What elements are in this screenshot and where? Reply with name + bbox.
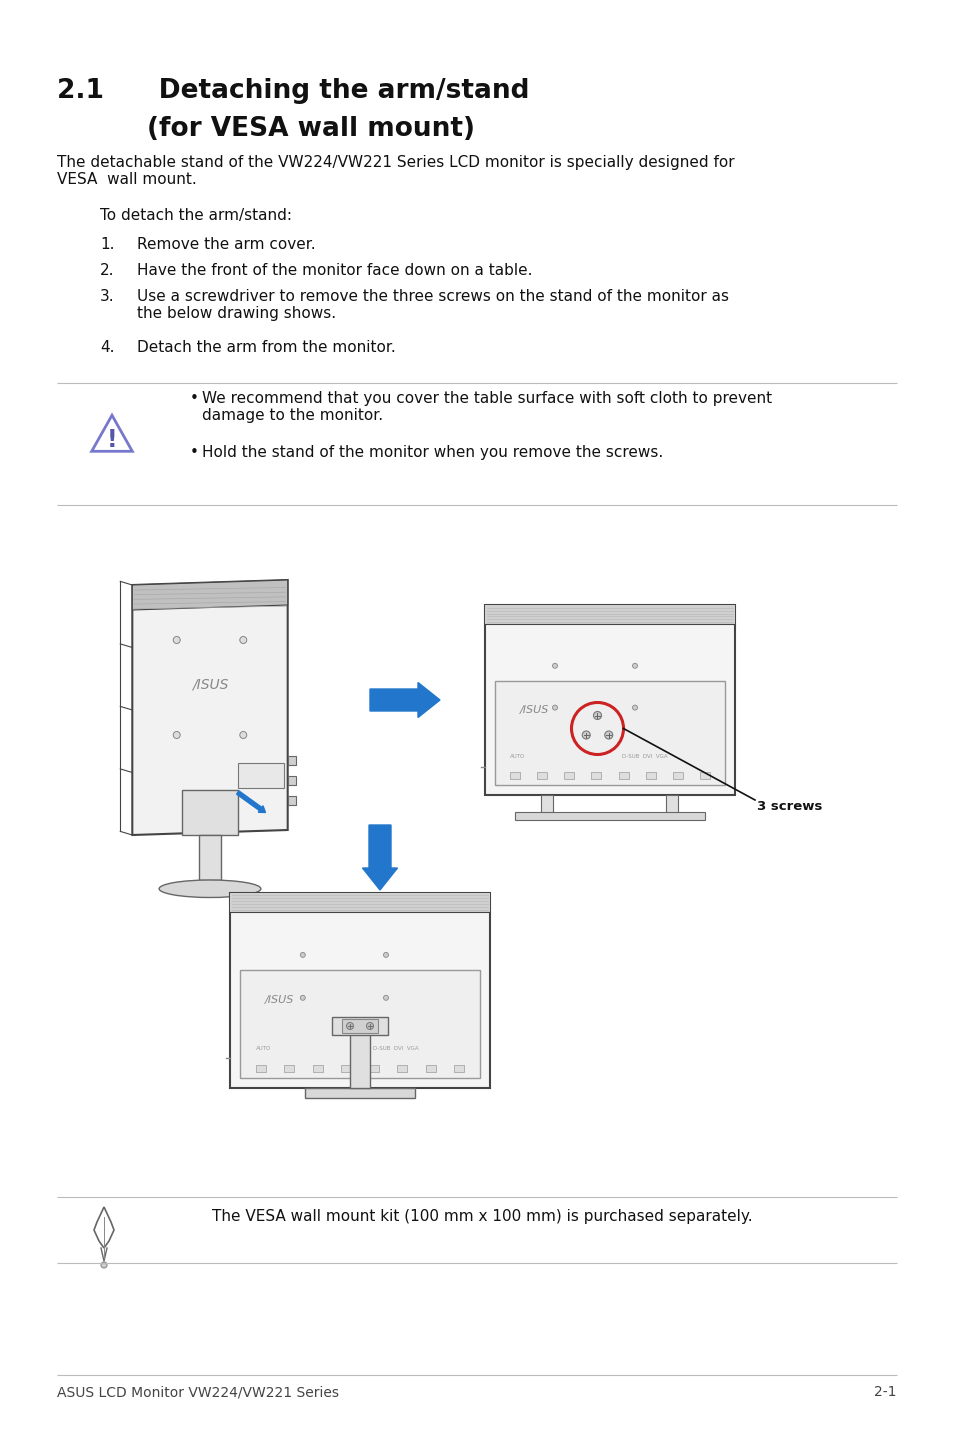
Bar [484, 605, 734, 624]
Bar [288, 777, 295, 785]
Text: AUTO: AUTO [510, 755, 525, 759]
Polygon shape [132, 580, 288, 835]
Bar [230, 893, 490, 912]
Text: •: • [190, 444, 198, 460]
Bar [240, 971, 479, 1077]
Text: We recommend that you cover the table surface with soft cloth to prevent
damage : We recommend that you cover the table su… [202, 391, 771, 423]
Text: ASUS LCD Monitor VW224/VW221 Series: ASUS LCD Monitor VW224/VW221 Series [57, 1385, 338, 1399]
Text: Have the front of the monitor face down on a table.: Have the front of the monitor face down … [137, 263, 532, 278]
Circle shape [552, 663, 557, 669]
Circle shape [581, 731, 590, 739]
Text: D-SUB  DVI  VGA: D-SUB DVI VGA [373, 1045, 418, 1051]
Bar [454, 1064, 463, 1071]
Bar [199, 835, 221, 880]
Text: 2.: 2. [100, 263, 114, 278]
Ellipse shape [159, 880, 260, 897]
Circle shape [383, 995, 388, 1001]
Text: The detachable stand of the VW224/VW221 Series LCD monitor is specially designed: The detachable stand of the VW224/VW221 … [57, 155, 734, 187]
Text: /ISUS: /ISUS [192, 677, 228, 692]
Text: 4.: 4. [100, 339, 114, 355]
Text: /ISUS: /ISUS [265, 995, 294, 1005]
Text: D-SUB  DVI  VGA: D-SUB DVI VGA [622, 755, 667, 759]
Bar [237, 764, 284, 788]
Bar [645, 772, 655, 779]
Bar [495, 680, 724, 785]
Bar [666, 795, 678, 817]
Circle shape [552, 705, 557, 710]
Circle shape [300, 995, 305, 1001]
Bar [672, 772, 682, 779]
Circle shape [383, 952, 388, 958]
Text: !: ! [107, 427, 117, 452]
Circle shape [604, 731, 612, 739]
Text: 3.: 3. [100, 289, 114, 303]
Text: AUTO: AUTO [255, 1045, 271, 1051]
Bar [537, 772, 547, 779]
Circle shape [300, 952, 305, 958]
Circle shape [632, 663, 637, 669]
Bar [340, 1064, 351, 1071]
Text: Remove the arm cover.: Remove the arm cover. [137, 237, 315, 252]
Bar [284, 1064, 294, 1071]
FancyArrow shape [236, 791, 265, 812]
Text: 1.: 1. [100, 237, 114, 252]
Text: To detach the arm/stand:: To detach the arm/stand: [100, 209, 292, 223]
Circle shape [632, 705, 637, 710]
Bar [397, 1064, 407, 1071]
Circle shape [173, 637, 180, 643]
Bar [591, 772, 600, 779]
Bar [541, 795, 553, 817]
Bar [350, 1032, 370, 1089]
Bar [313, 1064, 322, 1071]
Circle shape [593, 712, 601, 719]
Circle shape [239, 732, 247, 739]
Bar [618, 772, 628, 779]
Bar [288, 756, 295, 765]
Bar [256, 1064, 266, 1071]
Text: 3 screws: 3 screws [757, 800, 821, 812]
Bar [700, 772, 709, 779]
Bar [288, 797, 295, 805]
Bar [510, 772, 519, 779]
FancyArrow shape [370, 683, 439, 718]
Text: 2.1      Detaching the arm/stand: 2.1 Detaching the arm/stand [57, 78, 529, 104]
Text: Detach the arm from the monitor.: Detach the arm from the monitor. [137, 339, 395, 355]
Text: •: • [190, 391, 198, 406]
Circle shape [346, 1022, 354, 1030]
Text: Use a screwdriver to remove the three screws on the stand of the monitor as
the : Use a screwdriver to remove the three sc… [137, 289, 728, 322]
Text: (for VESA wall mount): (for VESA wall mount) [147, 116, 475, 142]
Text: Hold the stand of the monitor when you remove the screws.: Hold the stand of the monitor when you r… [202, 444, 662, 460]
FancyArrow shape [362, 825, 397, 890]
Bar [182, 789, 237, 835]
Text: 2-1: 2-1 [874, 1385, 896, 1399]
Bar [369, 1064, 378, 1071]
Circle shape [173, 732, 180, 739]
Bar [305, 1089, 415, 1099]
Bar [341, 1020, 377, 1032]
Circle shape [366, 1022, 374, 1030]
Bar [515, 812, 704, 820]
Bar [230, 893, 490, 1087]
Polygon shape [132, 580, 288, 610]
Text: The VESA wall mount kit (100 mm x 100 mm) is purchased separately.: The VESA wall mount kit (100 mm x 100 mm… [212, 1209, 752, 1224]
Bar [332, 1017, 388, 1035]
Circle shape [239, 637, 247, 643]
Bar [484, 605, 734, 795]
Bar [425, 1064, 436, 1071]
Bar [563, 772, 574, 779]
Circle shape [101, 1263, 107, 1268]
Text: /ISUS: /ISUS [519, 705, 549, 715]
